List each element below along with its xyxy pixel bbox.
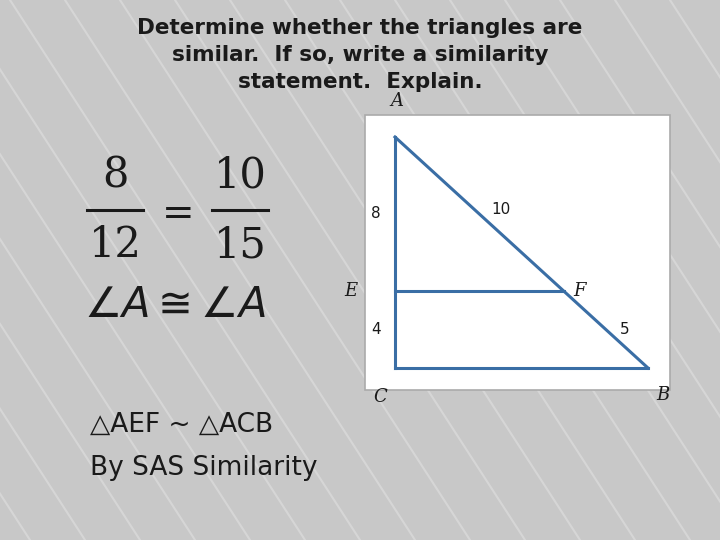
Text: $\angle A \cong \angle A$: $\angle A \cong \angle A$ [84, 284, 266, 326]
Text: C: C [373, 388, 387, 406]
Text: 12: 12 [89, 224, 142, 266]
Text: 4: 4 [372, 322, 381, 337]
Text: 10: 10 [491, 201, 510, 217]
Text: statement.  Explain.: statement. Explain. [238, 72, 482, 92]
Text: Determine whether the triangles are: Determine whether the triangles are [138, 18, 582, 38]
Text: A: A [390, 92, 403, 110]
Text: B: B [656, 386, 670, 404]
Text: 15: 15 [214, 224, 266, 266]
Text: △AEF ~ △ACB: △AEF ~ △ACB [90, 412, 273, 438]
Text: F: F [574, 282, 586, 300]
Bar [365, 115, 670, 390]
Text: 8: 8 [372, 206, 381, 221]
Text: 8: 8 [102, 154, 128, 196]
Text: 10: 10 [214, 154, 266, 196]
Text: 5: 5 [620, 322, 629, 337]
Text: E: E [344, 282, 357, 300]
Text: By SAS Similarity: By SAS Similarity [90, 455, 318, 481]
Text: similar.  If so, write a similarity: similar. If so, write a similarity [172, 45, 548, 65]
Text: =: = [162, 197, 194, 233]
